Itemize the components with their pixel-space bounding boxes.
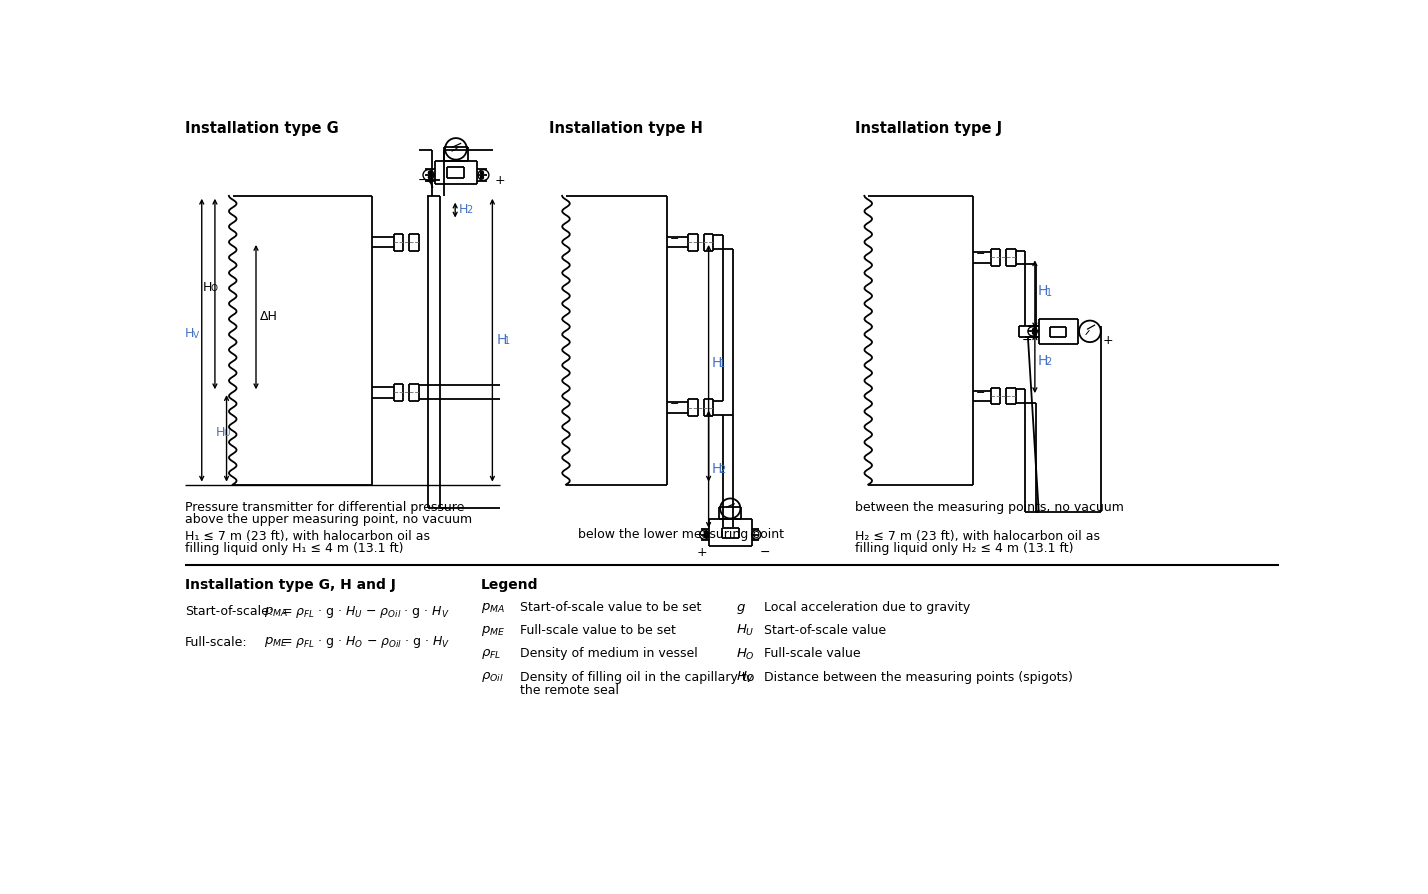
Text: −: − — [975, 249, 985, 259]
Text: H: H — [497, 333, 507, 347]
Text: H: H — [458, 203, 467, 216]
Text: H: H — [203, 281, 211, 294]
Circle shape — [446, 138, 467, 160]
Text: Full-scale:: Full-scale: — [184, 636, 247, 649]
Text: Start-of-scale value to be set: Start-of-scale value to be set — [520, 602, 701, 614]
Text: ΔH: ΔH — [260, 310, 278, 324]
Text: 2: 2 — [466, 205, 473, 215]
Circle shape — [423, 170, 434, 181]
Text: filling liquid only H₂ ≤ 4 m (13.1 ft): filling liquid only H₂ ≤ 4 m (13.1 ft) — [855, 542, 1074, 555]
Text: $p_{ME}$: $p_{ME}$ — [264, 636, 288, 649]
Text: Installation type H: Installation type H — [548, 122, 703, 137]
Text: $H_O$: $H_O$ — [737, 646, 755, 662]
Text: +: + — [494, 174, 506, 187]
Text: −: − — [670, 234, 680, 244]
Text: H: H — [184, 327, 194, 340]
Text: $\rho_{FL}$: $\rho_{FL}$ — [481, 647, 501, 661]
Text: 1: 1 — [720, 358, 725, 368]
Text: V: V — [193, 331, 198, 340]
Text: H₂ ≤ 7 m (23 ft), with halocarbon oil as: H₂ ≤ 7 m (23 ft), with halocarbon oil as — [855, 530, 1100, 544]
Circle shape — [700, 530, 708, 539]
Text: Density of filling oil in the capillary to: Density of filling oil in the capillary … — [520, 670, 754, 684]
Text: = $\rho_{FL}$ · g · $H_U$ − $\rho_{Oil}$ · g · $H_V$: = $\rho_{FL}$ · g · $H_U$ − $\rho_{Oil}$… — [281, 603, 450, 620]
Text: the remote seal: the remote seal — [520, 685, 618, 697]
Text: Local acceleration due to gravity: Local acceleration due to gravity — [764, 602, 970, 614]
Text: Distance between the measuring points (spigots): Distance between the measuring points (s… — [764, 670, 1072, 684]
Text: g: g — [737, 602, 745, 614]
Circle shape — [480, 171, 484, 174]
Circle shape — [704, 532, 707, 535]
Text: $p_{ME}$: $p_{ME}$ — [481, 624, 506, 638]
Circle shape — [480, 176, 484, 179]
Text: H: H — [711, 462, 723, 477]
Text: H: H — [1038, 354, 1048, 367]
Circle shape — [1032, 332, 1035, 334]
Text: −: − — [975, 388, 985, 398]
Circle shape — [751, 530, 761, 539]
Text: Installation type G: Installation type G — [184, 122, 338, 137]
Circle shape — [428, 176, 431, 179]
Text: 1: 1 — [504, 335, 510, 346]
Text: $H_V$: $H_V$ — [737, 670, 755, 685]
Text: below the lower measuring point: below the lower measuring point — [577, 528, 784, 541]
Text: +: + — [1102, 334, 1112, 347]
Text: H: H — [711, 356, 723, 370]
Circle shape — [704, 535, 707, 537]
Text: Legend: Legend — [481, 578, 538, 592]
Text: 2: 2 — [720, 465, 725, 475]
Text: Full-scale value to be set: Full-scale value to be set — [520, 624, 675, 637]
Text: −: − — [1021, 334, 1032, 347]
Text: H: H — [1038, 284, 1048, 299]
Text: 1: 1 — [1045, 288, 1052, 298]
Text: Pressure transmitter for differential pressure: Pressure transmitter for differential pr… — [184, 502, 464, 514]
Text: Installation type J: Installation type J — [855, 122, 1002, 137]
Circle shape — [720, 499, 740, 519]
Text: filling liquid only H₁ ≤ 4 m (13.1 ft): filling liquid only H₁ ≤ 4 m (13.1 ft) — [184, 542, 403, 555]
Text: $H_U$: $H_U$ — [737, 623, 755, 638]
Text: Density of medium in vessel: Density of medium in vessel — [520, 647, 697, 661]
Text: $p_{MA}$: $p_{MA}$ — [264, 604, 288, 619]
Text: −: − — [670, 400, 680, 409]
Text: $\rho_{Oil}$: $\rho_{Oil}$ — [481, 670, 504, 684]
Text: Installation type G, H and J: Installation type G, H and J — [184, 578, 396, 592]
Text: H: H — [216, 426, 226, 439]
Circle shape — [1032, 328, 1035, 332]
Text: −: − — [760, 546, 770, 559]
Text: O: O — [210, 284, 217, 293]
Text: H₁ ≤ 7 m (23 ft), with halocarbon oil as: H₁ ≤ 7 m (23 ft), with halocarbon oil as — [184, 530, 430, 544]
Circle shape — [478, 170, 488, 181]
Text: = $\rho_{FL}$ · g · $H_O$ − $\rho_{Oil}$ · g · $H_V$: = $\rho_{FL}$ · g · $H_O$ − $\rho_{Oil}$… — [281, 635, 450, 651]
Text: between the measuring points, no vacuum: between the measuring points, no vacuum — [855, 502, 1124, 514]
Text: above the upper measuring point, no vacuum: above the upper measuring point, no vacu… — [184, 513, 471, 526]
Circle shape — [1028, 326, 1037, 336]
Circle shape — [1080, 321, 1101, 342]
Text: $p_{MA}$: $p_{MA}$ — [481, 601, 506, 615]
Circle shape — [428, 171, 431, 174]
Text: −: − — [417, 174, 428, 187]
Text: U: U — [223, 429, 230, 438]
Text: 2: 2 — [1045, 358, 1052, 367]
Text: +: + — [697, 546, 707, 559]
Text: Full-scale value: Full-scale value — [764, 647, 860, 661]
Text: Start-of-scale value: Start-of-scale value — [764, 624, 885, 637]
Text: Start-of-scale:: Start-of-scale: — [184, 605, 273, 618]
